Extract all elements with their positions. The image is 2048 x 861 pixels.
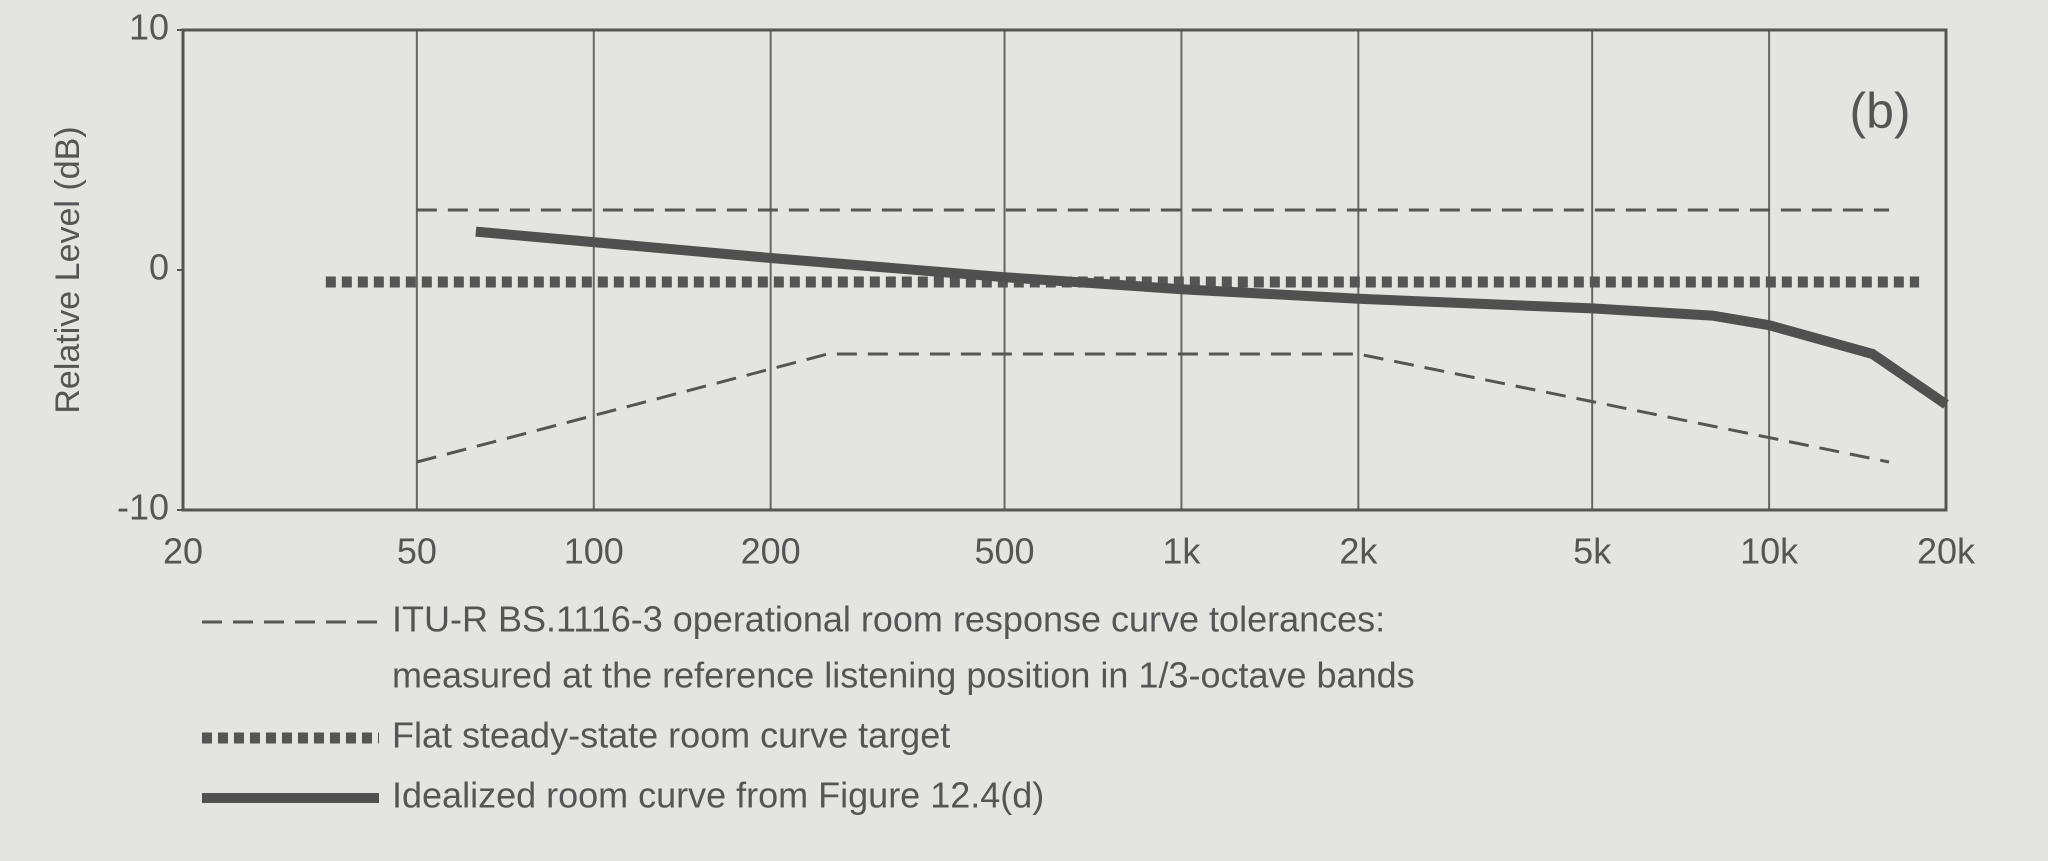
x-tick-label: 500 <box>974 531 1034 572</box>
annotation: (b) <box>1849 83 1910 139</box>
x-tick-label: 20 <box>163 531 203 572</box>
legend-label: Idealized room curve from Figure 12.4(d) <box>392 775 1044 816</box>
legend-label: measured at the reference listening posi… <box>392 655 1415 696</box>
y-tick-label: 0 <box>149 247 169 288</box>
x-tick-label: 1k <box>1162 531 1201 572</box>
legend-label: Flat steady-state room curve target <box>392 715 950 756</box>
x-tick-label: 20k <box>1917 531 1976 572</box>
series-line <box>475 226 1949 409</box>
x-tick-label: 100 <box>564 531 624 572</box>
x-tick-label: 200 <box>741 531 801 572</box>
y-axis-label: Relative Level (dB) <box>49 126 87 413</box>
x-tick-label: 5k <box>1573 531 1612 572</box>
x-tick-label: 10k <box>1740 531 1799 572</box>
x-tick-label: 2k <box>1339 531 1378 572</box>
series-line <box>416 352 1890 464</box>
x-tick-label: 50 <box>397 531 437 572</box>
legend-label: ITU-R BS.1116-3 operational room respons… <box>392 599 1385 640</box>
y-tick-label: 10 <box>129 7 169 48</box>
y-tick-label: -10 <box>117 487 169 528</box>
plot-frame <box>181 28 1948 512</box>
